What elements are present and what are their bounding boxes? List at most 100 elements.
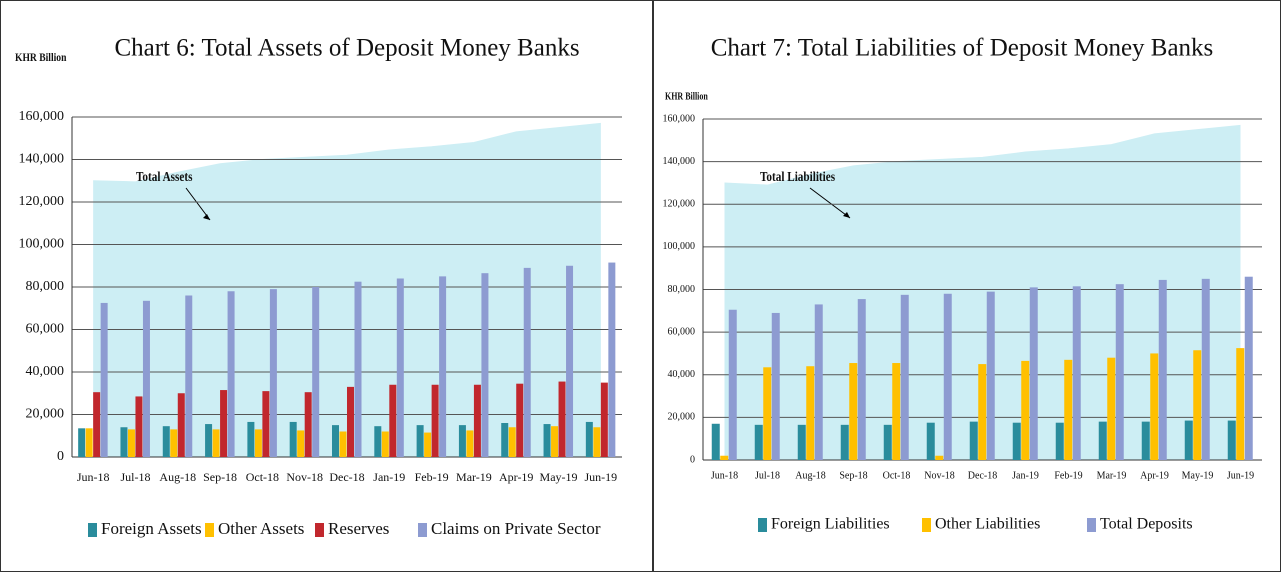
x-tick-label: Oct-18: [246, 470, 279, 484]
bar: [85, 428, 93, 457]
bar: [374, 426, 382, 457]
x-tick-label: May-19: [1182, 470, 1214, 481]
y-tick-label: 80,000: [26, 279, 65, 294]
bar: [312, 287, 320, 457]
bar: [1072, 286, 1081, 460]
arrow-head: [843, 212, 850, 218]
bar: [297, 430, 305, 457]
y-tick-label: 40,000: [26, 364, 65, 379]
legend-swatch: [315, 523, 324, 537]
x-tick-label: Feb-19: [415, 470, 449, 484]
bar: [93, 392, 101, 457]
bar: [466, 430, 474, 457]
bar: [1184, 420, 1193, 460]
bar: [185, 295, 193, 457]
chart-title: Chart 6: Total Assets of Deposit Money B…: [114, 35, 579, 62]
legend-label: Foreign Assets: [101, 519, 202, 538]
legend-swatch: [758, 518, 767, 532]
x-tick-label: Jan-19: [1012, 470, 1039, 481]
bar: [892, 363, 901, 460]
x-tick-label: Sep-18: [203, 470, 237, 484]
bar: [1150, 353, 1159, 460]
x-tick-label: Aug-18: [795, 470, 826, 481]
bar: [254, 429, 262, 457]
legend-label: Other Liabilities: [935, 516, 1040, 533]
bar: [1141, 421, 1150, 460]
bar: [608, 262, 616, 457]
y-tick-label: 120,000: [19, 194, 65, 209]
bar: [969, 421, 978, 460]
y-tick-label: 60,000: [668, 326, 696, 337]
bar: [439, 276, 447, 457]
bar: [600, 382, 608, 457]
x-tick-label: Jun-19: [585, 470, 618, 484]
bar: [289, 421, 297, 457]
x-tick-label: Apr-19: [499, 470, 533, 484]
bar: [396, 278, 404, 457]
x-tick-label: Jan-19: [373, 470, 405, 484]
bar: [142, 300, 150, 457]
bar: [1115, 284, 1124, 460]
bar: [771, 312, 780, 460]
bar: [1055, 422, 1064, 460]
bar: [883, 424, 892, 460]
legend-label: Foreign Liabilities: [771, 516, 890, 533]
y-tick-label: 100,000: [663, 241, 696, 252]
y-tick-label: 160,000: [19, 109, 65, 124]
bar: [416, 425, 424, 457]
x-tick-label: Nov-18: [924, 470, 955, 481]
arrow-head: [203, 214, 210, 220]
bar: [728, 309, 737, 460]
y-tick-label: 140,000: [663, 156, 696, 167]
bar: [205, 424, 213, 457]
bar: [212, 429, 220, 457]
y-tick-label: 40,000: [668, 369, 696, 380]
x-tick-label: Mar-19: [456, 470, 492, 484]
bar: [1098, 421, 1107, 460]
legend-label: Other Assets: [218, 519, 304, 538]
bar: [1201, 278, 1210, 460]
bar: [551, 426, 559, 457]
bar: [473, 384, 481, 457]
bar: [754, 424, 763, 460]
bar: [339, 431, 347, 457]
bar: [508, 427, 516, 457]
y-tick-label: 20,000: [26, 407, 65, 422]
bar: [247, 421, 255, 457]
bar: [354, 281, 362, 457]
annotation: Total Assets: [136, 169, 192, 184]
bar: [986, 291, 995, 460]
y-tick-label: 20,000: [668, 412, 696, 423]
bar: [926, 422, 935, 460]
x-tick-label: Oct-18: [883, 470, 911, 481]
bar: [978, 364, 987, 460]
bar: [516, 383, 524, 457]
annotation-arrow: [185, 187, 211, 221]
legend-swatch: [205, 523, 214, 537]
bar: [220, 390, 228, 457]
x-tick-label: Dec-18: [329, 470, 364, 484]
bar: [900, 294, 909, 460]
y-tick-label: 80,000: [668, 284, 696, 295]
legend-swatch: [922, 518, 931, 532]
x-tick-label: Sep-18: [839, 470, 867, 481]
bar: [558, 381, 566, 457]
x-tick-label: Jul-18: [755, 470, 780, 481]
y-tick-label: 120,000: [663, 199, 696, 210]
bar: [1158, 279, 1167, 460]
x-tick-label: Feb-19: [1054, 470, 1082, 481]
bar: [501, 423, 509, 457]
bar: [566, 265, 574, 457]
x-tick-label: May-19: [540, 470, 578, 484]
bar: [162, 426, 170, 457]
bar: [1029, 287, 1038, 460]
legend-label: Reserves: [328, 519, 389, 538]
bar: [711, 423, 720, 460]
bar: [857, 299, 866, 460]
bar: [127, 429, 135, 457]
bar: [332, 425, 339, 457]
bar: [763, 367, 772, 460]
bar: [1107, 357, 1116, 460]
legend-label: Claims on Private Sector: [431, 519, 601, 538]
